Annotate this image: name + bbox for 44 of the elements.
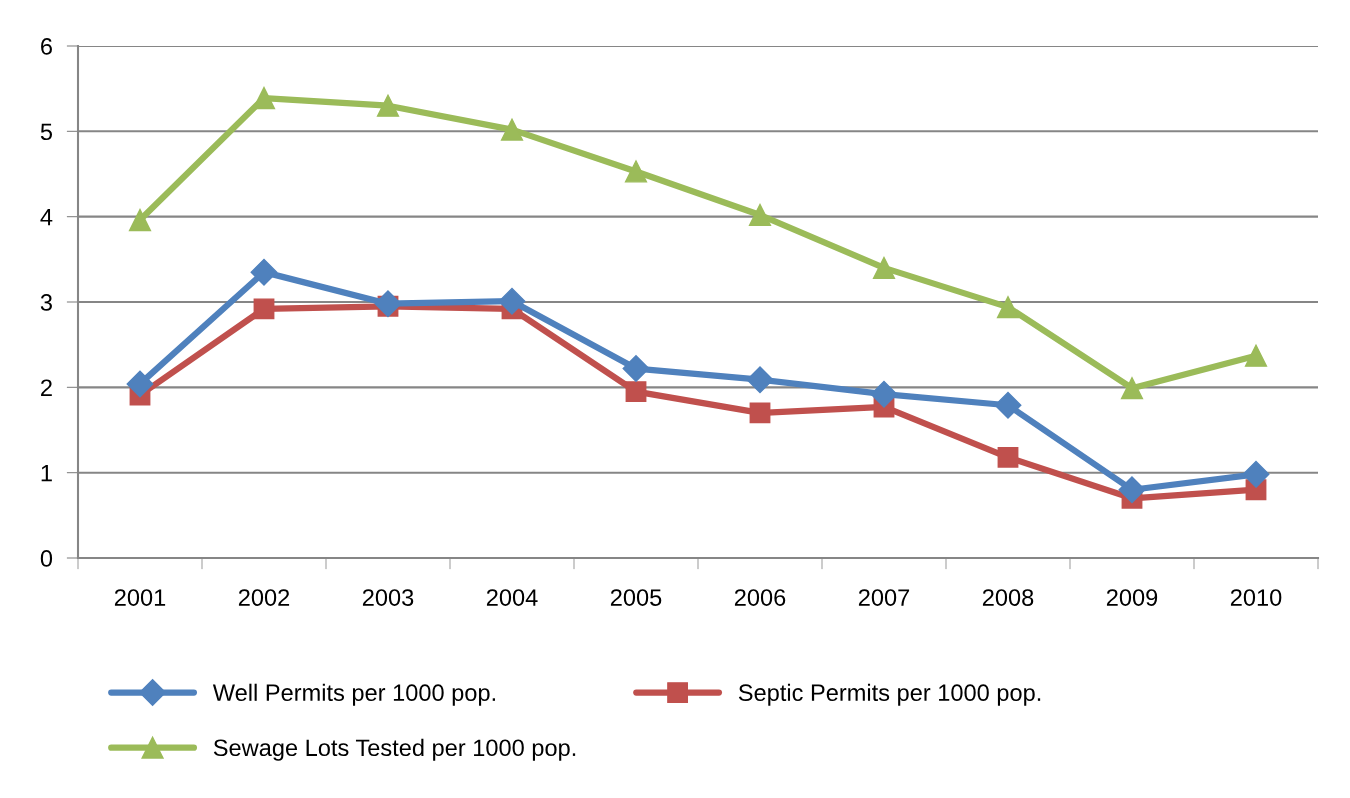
legend-label: Septic Permits per 1000 pop. [738,683,1041,706]
y-tick-label: 2 [41,379,52,396]
y-tick-label: 3 [40,294,52,311]
x-tick-label: 2010 [1230,589,1282,606]
y-tick-label: 1 [41,464,52,482]
point [994,391,1022,419]
point [1242,460,1270,488]
point [126,370,154,398]
x-tick-label: 2006 [734,589,786,606]
point [1118,476,1146,504]
point [624,160,648,183]
point [374,290,402,318]
legend-label: Sewage Lots Tested per 1000 pop. [213,738,576,761]
y-tick-label: 0 [40,550,53,567]
point [252,86,276,110]
point [253,298,275,320]
point [250,258,278,286]
point [622,355,650,383]
x-tick-label: 2003 [362,589,414,606]
x-tick-label: 2008 [982,589,1034,606]
point [749,402,771,424]
x-tick-label: 2002 [238,589,290,606]
point [996,296,1020,319]
point [872,256,896,279]
point [870,380,898,408]
x-tick-label: 2004 [486,589,538,606]
legend-label: Well Permits per 1000 pop. [212,683,495,706]
point [746,366,774,394]
y-tick-label: 4 [40,208,53,226]
point [498,287,526,315]
point [376,94,400,117]
x-tick-label: 2007 [858,589,910,606]
point [625,381,647,403]
point [997,446,1019,468]
point [1244,344,1268,367]
x-tick-label: 2005 [610,589,662,606]
point [1120,377,1144,400]
point [128,208,152,232]
x-tick-label: 2001 [114,589,166,606]
x-tick-label: 2009 [1106,589,1158,606]
y-tick-label: 5 [40,123,53,141]
point [748,203,772,227]
y-tick-label: 6 [41,38,52,55]
point [500,118,524,141]
